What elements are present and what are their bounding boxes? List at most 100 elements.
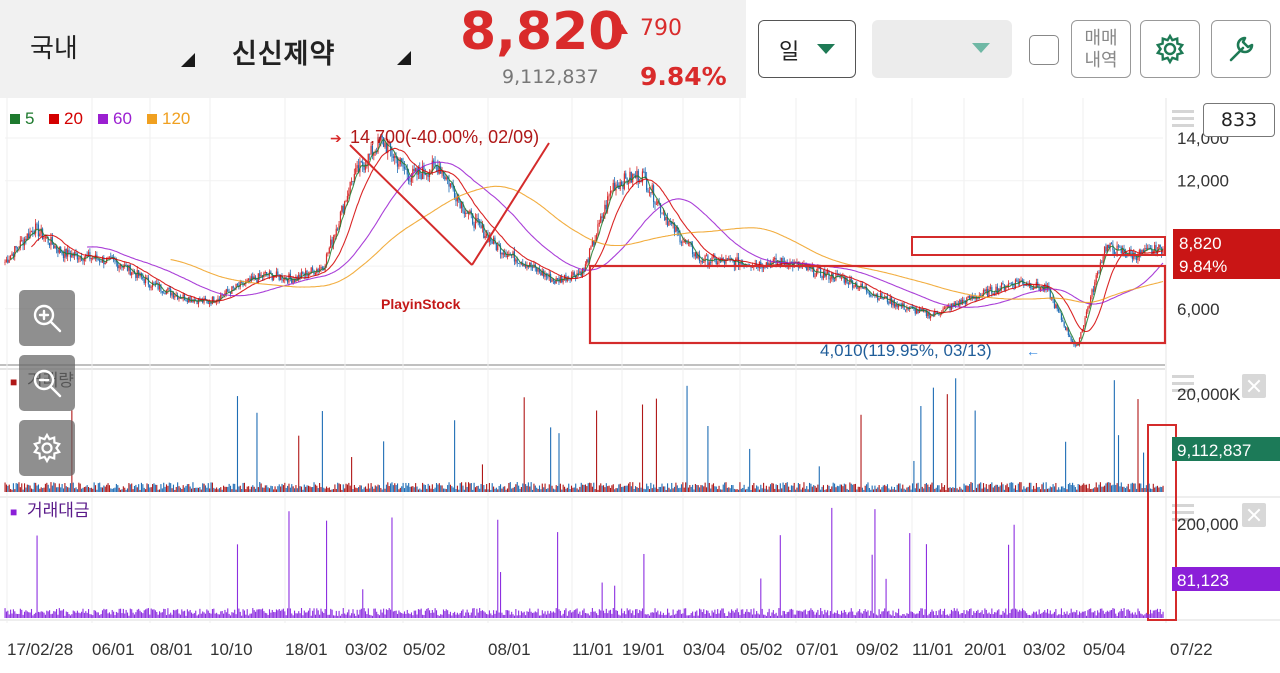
amount-bar [747, 611, 749, 618]
drawing-tools-button[interactable] [1211, 20, 1271, 78]
amount-bar [856, 612, 858, 618]
volume-bar [995, 484, 997, 492]
market-selector[interactable]: 국내 [30, 34, 78, 64]
trade-history-button[interactable]: 매매 내역 [1071, 20, 1131, 78]
candle-body [353, 173, 355, 183]
candle-body [453, 189, 456, 198]
volume-bar [1058, 487, 1060, 492]
candle-body [434, 162, 436, 166]
candle-body [1092, 289, 1095, 292]
amount-bar [82, 608, 84, 618]
volume-bar [431, 484, 433, 492]
candle-body [665, 217, 667, 221]
candle-body [469, 210, 471, 213]
period-select[interactable]: 일 [758, 20, 856, 78]
volume-bar [445, 489, 447, 492]
candle-body [93, 257, 95, 259]
amount-bar [373, 608, 375, 618]
candle-body [1034, 288, 1036, 289]
amount-bar [501, 612, 503, 618]
volume-bar [473, 482, 475, 492]
candle-body [7, 259, 9, 263]
amount-bar [803, 610, 805, 618]
amount-bar [85, 611, 87, 618]
amount-bar [939, 608, 941, 618]
amount-bar [994, 612, 996, 618]
volume-bar [772, 483, 774, 492]
candle-body [90, 258, 92, 260]
volume-bar [1085, 484, 1088, 492]
candle-body [520, 262, 522, 265]
amount-bar [363, 608, 365, 618]
volume-bar [413, 487, 415, 492]
chart-settings-button[interactable] [19, 420, 75, 476]
amount-bar [1105, 612, 1107, 618]
amount-bar [75, 612, 77, 618]
volume-bar [401, 486, 403, 492]
volume-bar [616, 488, 619, 492]
volume-bar [832, 482, 834, 492]
amount-bar [621, 608, 623, 618]
volume-bar [23, 483, 26, 492]
candle-body [984, 290, 986, 292]
close-volume-panel-button[interactable] [1242, 374, 1266, 398]
market-dropdown-icon[interactable] [181, 53, 195, 67]
volume-bar [984, 487, 986, 492]
amount-bar [50, 614, 52, 618]
candle-body [505, 253, 507, 258]
candle-body [710, 262, 712, 264]
amount-bar [579, 611, 581, 618]
stock-name-selector[interactable]: 신신제약 [232, 39, 336, 70]
candle-body [725, 258, 727, 264]
amount-bar [960, 613, 962, 618]
volume-bar [653, 484, 655, 492]
volume-bar [30, 488, 33, 492]
volume-bar [248, 486, 250, 492]
close-amount-panel-button[interactable] [1242, 503, 1266, 527]
volume-bar [245, 489, 247, 492]
volume-bar [789, 489, 791, 492]
settings-button[interactable] [1140, 20, 1200, 78]
volume-bar [543, 487, 545, 492]
amount-bar [774, 614, 776, 618]
candle-body [207, 301, 209, 304]
amount-bar [1010, 609, 1012, 618]
secondary-select[interactable] [872, 20, 1012, 78]
candle-body [1140, 250, 1142, 255]
stock-dropdown-icon[interactable] [397, 51, 411, 65]
volume-bar [223, 485, 225, 492]
volume-bar [839, 484, 841, 492]
amount-bar [223, 613, 225, 618]
amount-bar [891, 615, 893, 618]
amount-bar [909, 533, 911, 618]
candle-body [104, 262, 106, 265]
amount-bar [338, 610, 340, 618]
candle-body [910, 306, 912, 308]
candle-body [273, 277, 275, 280]
volume-bar [1030, 482, 1032, 492]
volume-bar [399, 487, 401, 492]
volume-bar [621, 486, 623, 492]
zoom-in-button[interactable] [19, 290, 75, 346]
candle-body [1007, 283, 1010, 288]
candle-count-box[interactable]: 833 [1203, 103, 1275, 137]
chart-area[interactable]: 14,00012,0008,0006,00052060120➔14,700(-4… [0, 98, 1280, 673]
candle-body [1013, 285, 1015, 287]
amount-bar [459, 612, 461, 618]
zoom-out-button[interactable] [19, 355, 75, 411]
compare-checkbox[interactable] [1029, 35, 1059, 65]
chevron-down-icon [972, 43, 990, 53]
amount-bar [721, 608, 723, 618]
stock-chart[interactable]: 14,00012,0008,0006,00052060120➔14,700(-4… [0, 98, 1280, 673]
candle-body [335, 228, 337, 235]
volume-bar [527, 482, 529, 492]
volume-bar [1048, 488, 1050, 492]
amount-bar [899, 615, 901, 618]
volume-bar [687, 487, 689, 492]
volume-bar [724, 482, 726, 492]
candle-body [1109, 243, 1111, 249]
amount-bar [569, 610, 571, 618]
amount-bar [767, 612, 769, 618]
amount-bar [949, 613, 951, 618]
amount-bar [608, 610, 610, 618]
